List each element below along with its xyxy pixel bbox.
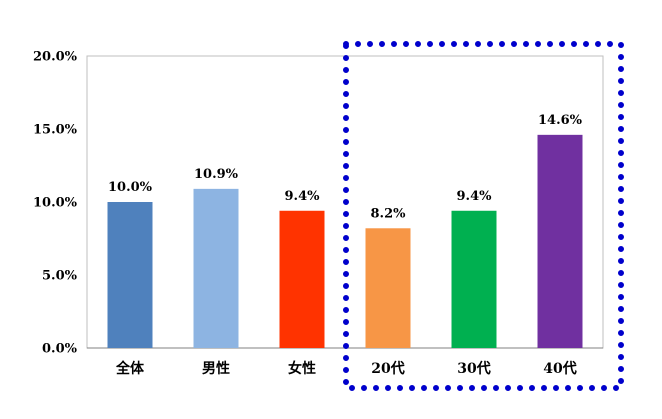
data-label: 10.0% [108, 180, 153, 195]
y-tick-label: 5.0% [42, 269, 78, 284]
highlight-box [343, 41, 624, 391]
x-axis: 全体 男性 女性 20代 30代 40代 [115, 360, 577, 377]
data-label: 10.9% [194, 167, 239, 182]
data-label: 9.4% [285, 189, 321, 204]
bar [107, 202, 153, 348]
bar [365, 228, 411, 348]
data-label: 8.2% [371, 206, 407, 221]
data-label: 14.6% [538, 113, 583, 128]
data-label: 9.4% [457, 189, 493, 204]
y-tick-label: 20.0% [33, 50, 78, 65]
highlight-dotted-frame [343, 41, 624, 391]
y-tick-label: 10.0% [33, 196, 78, 211]
x-tick-label: 男性 [202, 360, 230, 377]
y-tick-label: 15.0% [33, 123, 78, 138]
y-axis: 0.0% 5.0% 10.0% 15.0% 20.0% [33, 50, 78, 357]
bar [279, 210, 325, 348]
y-tick-label: 0.0% [42, 342, 78, 357]
bar-series [107, 134, 583, 348]
x-tick-label: 30代 [457, 360, 490, 377]
bar [451, 210, 497, 348]
x-tick-label: 女性 [288, 360, 316, 377]
x-tick-label: 40代 [543, 360, 576, 377]
bar [193, 188, 239, 348]
x-tick-label: 20代 [371, 360, 404, 377]
data-labels: 10.0% 10.9% 9.4% 8.2% 9.4% 14.6% [108, 113, 583, 221]
x-tick-label: 全体 [115, 360, 145, 377]
bar [537, 134, 583, 348]
